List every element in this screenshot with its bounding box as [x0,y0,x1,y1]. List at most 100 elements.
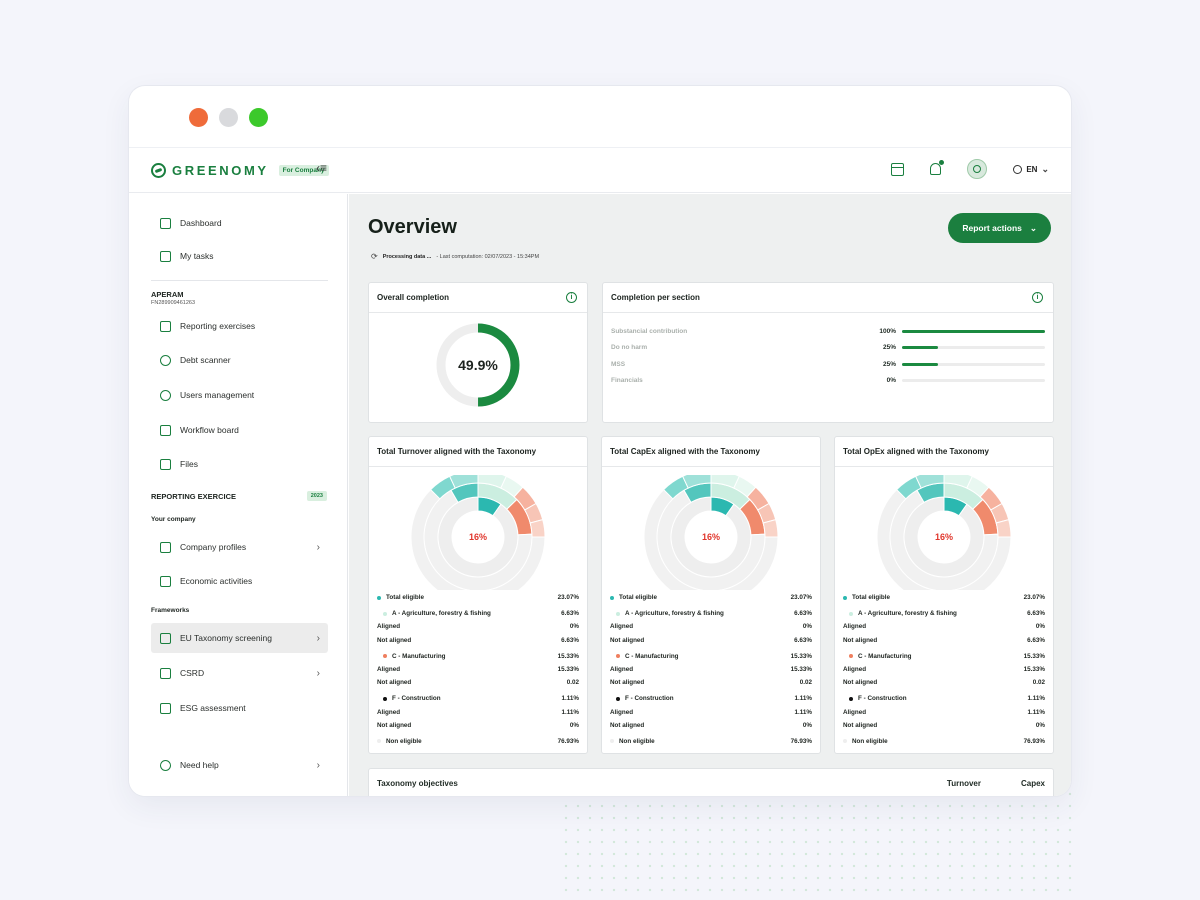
legend-value: 6.63% [794,610,812,618]
clipboard-icon [160,702,171,714]
legend-row: Total eligible 23.07% [843,591,1045,604]
sidebar-item-label: Reporting exercises [180,321,256,331]
card-title-text: Total CapEx aligned with the Taxonomy [610,447,760,456]
progress-track [902,362,1045,366]
refresh-icon[interactable]: ⟳ [371,252,378,261]
column-capex[interactable]: Capex [1020,778,1045,788]
legend-label: Aligned [843,623,867,631]
legend-label: Total eligible [386,594,425,602]
language-selector[interactable]: EN ⌄ [1013,164,1049,175]
section-percent: 25% [882,360,896,368]
user-avatar[interactable] [967,159,988,179]
notifications-button[interactable] [930,160,945,175]
legend-row: F - Construction 1.11% [843,692,1045,705]
section-progress-list: Substancial contribution 100% Do no harm 2… [611,323,1045,389]
sunburst-center-value: 16% [935,532,953,542]
legend-row: F - Construction 1.11% [377,692,579,705]
legend-value: 76.93% [557,737,579,745]
close-window-button[interactable] [189,108,208,127]
id-card-icon [160,541,171,553]
exercise-year-badge[interactable]: 2023 [306,491,327,501]
legend-dot [849,611,853,616]
legend-row: Non eligible 76.93% [610,735,812,748]
calendar-button[interactable] [891,162,905,176]
sidebar-item-dashboard[interactable]: Dashboard [151,208,328,238]
legend-label: Not aligned [610,679,645,687]
sidebar-item-label: Dashboard [180,218,222,228]
column-turnover[interactable]: Turnover [946,778,981,788]
progress-track [902,329,1045,333]
legend-value: 1.11% [1027,695,1045,703]
legend-row: Aligned 15.33% [377,663,579,676]
sunburst-segment[interactable] [762,519,779,538]
legend-label: Aligned [843,666,867,674]
legend-value: 15.33% [1023,652,1045,660]
collapse-sidebar-icon[interactable]: ‹≡ [316,161,327,175]
legend-value: 6.63% [561,610,579,618]
section-label: Substancial contribution [611,327,688,335]
legend-label: Non eligible [852,737,888,745]
sidebar-item-files[interactable]: Files [151,449,328,479]
legend-row: C - Manufacturing 15.33% [610,650,812,663]
chevron-right-icon: › [316,667,320,679]
legend-label: Total eligible [852,594,891,602]
legend-value: 15.33% [557,652,579,660]
info-icon[interactable]: i [1032,292,1043,303]
legend-value: 76.93% [1023,737,1045,745]
company-name: APERAM [151,290,184,299]
brand-logo[interactable]: GREENOMY For Company [151,163,329,178]
sidebar-item-esg-assessment[interactable]: ESG assessment [151,693,328,723]
legend-value: 23.07% [790,594,812,602]
legend-value: 6.63% [561,636,579,644]
card-title-text: Total OpEx aligned with the Taxonomy [843,447,989,456]
legend-dot [383,654,387,659]
sidebar-item-my-tasks[interactable]: My tasks [151,241,328,271]
reporting-exercise-heading: REPORTING EXERCICE [151,492,237,501]
legend-row: Aligned 0% [610,620,812,633]
sidebar-item-company-profiles[interactable]: Company profiles › [151,532,328,562]
sidebar-item-reporting-exercises[interactable]: Reporting exercises [151,311,328,341]
legend-label: C - Manufacturing [858,652,912,660]
legend-value: 1.11% [794,708,812,716]
report-actions-button[interactable]: Report actions ⌄ [948,213,1051,243]
sidebar-item-need-help[interactable]: Need help › [151,750,328,780]
legend-dot [616,611,620,616]
legend-row: Not aligned 0% [610,719,812,732]
card-title: Total Turnover aligned with the Taxonomy [369,437,587,467]
window-titlebar [129,86,1071,148]
legend-row: C - Manufacturing 15.33% [843,650,1045,663]
clipboard-icon [160,667,171,679]
taxonomy-legend: Total eligible 23.07% A - Agriculture, for… [610,591,812,748]
legend-value: 15.33% [790,666,812,674]
legend-row: Aligned 1.11% [377,706,579,719]
legend-label: Not aligned [377,721,412,729]
sunburst-segment[interactable] [529,519,546,538]
sidebar-item-eu-taxonomy[interactable]: EU Taxonomy screening › [151,623,328,653]
sidebar-divider [151,280,328,281]
sidebar-item-label: CSRD [180,668,205,678]
legend-label: Non eligible [619,737,655,745]
legend-dot [843,739,847,744]
legend-label: F - Construction [858,695,907,703]
sidebar-item-label: Users management [180,390,255,400]
info-icon[interactable]: i [566,292,577,303]
legend-label: F - Construction [625,695,674,703]
progress-track [902,379,1045,383]
sidebar-item-csrd[interactable]: CSRD › [151,658,328,688]
legend-label: Non eligible [386,737,422,745]
minimize-window-button[interactable] [219,108,238,127]
users-icon [160,389,171,401]
sidebar-item-economic-activities[interactable]: Economic activities [151,566,328,596]
progress-fill [902,346,938,350]
maximize-window-button[interactable] [249,108,268,127]
sidebar-item-workflow-board[interactable]: Workflow board [151,415,328,445]
legend-dot [377,595,381,600]
progress-track [902,346,1045,350]
legend-value: 1.11% [1027,708,1045,716]
sunburst-segment[interactable] [995,519,1012,538]
sidebar-item-users-management[interactable]: Users management [151,380,328,410]
sidebar-item-debt-scanner[interactable]: Debt scanner [151,345,328,375]
legend-value: 1.11% [794,695,812,703]
legend-label: F - Construction [392,695,441,703]
sidebar-item-label: ESG assessment [180,703,246,713]
